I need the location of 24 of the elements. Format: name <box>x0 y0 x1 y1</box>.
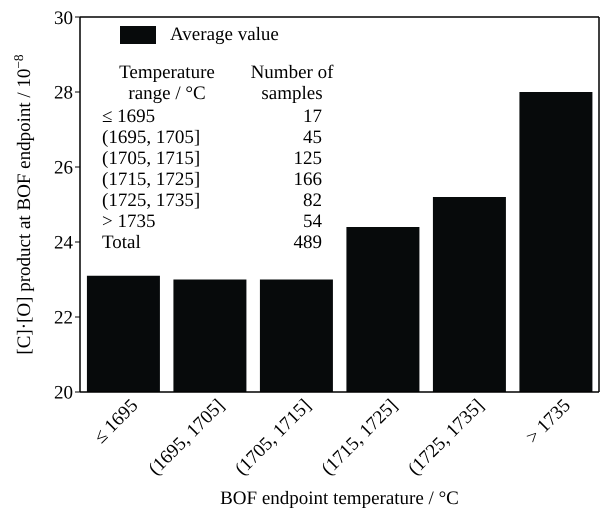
annotation: 82 <box>302 190 323 211</box>
annotation: Total <box>102 232 142 253</box>
y-tick-label: 26 <box>54 158 73 179</box>
y-tick-label: 22 <box>54 308 73 329</box>
annotation: (1725, 1735] <box>102 190 202 211</box>
annotation: 45 <box>302 127 323 148</box>
annotation: (1695, 1705] <box>102 127 202 148</box>
annotation: 489 <box>292 232 323 253</box>
annotation: Temperature range / °C <box>118 62 216 104</box>
annotation: Number of samples <box>250 62 334 104</box>
annotation: > 1735 <box>102 211 156 232</box>
y-tick-label: 20 <box>54 382 73 404</box>
legend-label: Average value <box>170 24 279 46</box>
annotation: (1705, 1715] <box>102 148 202 169</box>
annotation: ≤ 1695 <box>102 106 156 127</box>
annotation: 17 <box>302 106 323 127</box>
x-axis-title: BOF endpoint temperature / °C <box>220 488 459 509</box>
annotation: 166 <box>292 169 323 190</box>
annotation: (1715, 1725] <box>102 169 202 190</box>
annotation: 125 <box>292 148 323 169</box>
y-tick-label: 24 <box>54 232 74 254</box>
y-tick-label: 30 <box>54 8 73 29</box>
annotation: 54 <box>302 211 323 232</box>
y-tick-label: 28 <box>54 82 73 104</box>
